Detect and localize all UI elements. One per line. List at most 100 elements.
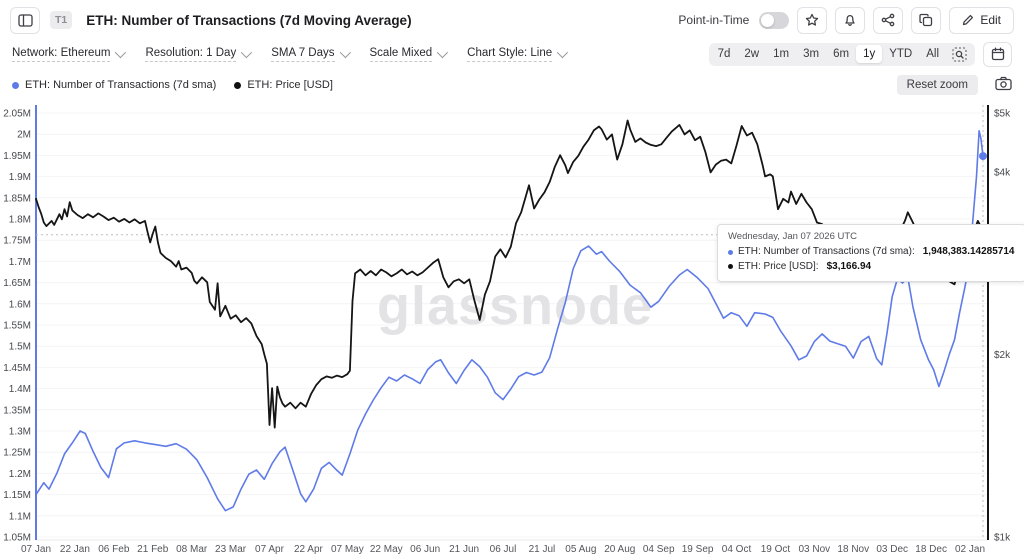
hover-marker-transactions bbox=[979, 152, 987, 161]
x-axis-tick-label: 03 Nov bbox=[799, 544, 831, 555]
left-axis-tick-label: 1.95M bbox=[3, 151, 31, 162]
x-axis-tick-label: 05 Aug bbox=[565, 544, 596, 555]
left-axis-tick-label: 1.2M bbox=[9, 469, 31, 480]
transactions-line-series bbox=[35, 130, 984, 512]
legend-dot-black bbox=[234, 81, 242, 89]
legend-label-transactions: ETH: Number of Transactions (7d sma) bbox=[25, 79, 217, 91]
left-axis-tick-label: 1.25M bbox=[3, 448, 31, 459]
copy-button[interactable] bbox=[911, 6, 942, 34]
time-range-group: 7d 2w 1m 3m 6m 1y YTD All bbox=[708, 42, 975, 66]
page-title: ETH: Number of Transactions (7d Moving A… bbox=[86, 12, 412, 28]
left-axis-tick-label: 1.65M bbox=[3, 278, 31, 289]
range-ytd[interactable]: YTD bbox=[889, 48, 913, 60]
scale-dropdown-label: Scale Mixed bbox=[369, 47, 433, 62]
reset-zoom-button[interactable]: Reset zoom bbox=[896, 75, 978, 95]
alert-bell-button[interactable] bbox=[835, 6, 866, 34]
x-axis-tick-label: 21 Jun bbox=[449, 544, 479, 555]
range-3m[interactable]: 3m bbox=[803, 48, 820, 60]
x-axis-tick-label: 04 Sep bbox=[643, 544, 675, 555]
x-axis-tick-label: 04 Oct bbox=[722, 544, 752, 555]
scale-dropdown[interactable]: Scale Mixed bbox=[369, 47, 449, 62]
tooltip-dot-blue bbox=[728, 249, 733, 255]
network-dropdown[interactable]: Network: Ethereum bbox=[12, 47, 127, 62]
pencil-icon bbox=[963, 14, 974, 26]
left-axis-tick-label: 1.8M bbox=[9, 215, 31, 226]
left-axis-tick-label: 1.85M bbox=[3, 193, 31, 204]
sidebar-toggle-button[interactable] bbox=[10, 6, 40, 34]
network-dropdown-label: Network: Ethereum bbox=[12, 47, 111, 62]
left-axis-tick-label: 1.9M bbox=[9, 172, 31, 183]
legend-item-price[interactable]: ETH: Price [USD] bbox=[234, 79, 333, 91]
x-axis-tick-label: 21 Feb bbox=[137, 544, 169, 555]
camera-screenshot-button[interactable] bbox=[995, 76, 1012, 96]
left-axis-tick-label: 1.55M bbox=[3, 321, 31, 332]
range-2w[interactable]: 2w bbox=[744, 48, 760, 60]
tooltip-value-price: $3,166.94 bbox=[826, 260, 872, 272]
x-axis-tick-label: 08 Mar bbox=[176, 544, 208, 555]
tooltip-label-transactions: ETH: Number of Transactions (7d sma): bbox=[738, 246, 915, 257]
left-axis-tick-label: 1.4M bbox=[9, 384, 31, 395]
x-axis-tick-label: 22 Apr bbox=[294, 544, 324, 555]
edit-button-label: Edit bbox=[980, 13, 1001, 27]
tooltip-date: Wednesday, Jan 07 2026 UTC bbox=[728, 231, 858, 242]
left-axis-tick-label: 1.75M bbox=[3, 236, 31, 247]
x-axis-tick-label: 07 Apr bbox=[255, 544, 285, 555]
tooltip-label-price: ETH: Price [USD]: bbox=[738, 260, 819, 272]
left-axis-tick-label: 1.05M bbox=[3, 533, 31, 544]
left-axis-tick-label: 1.15M bbox=[3, 490, 31, 501]
x-axis-tick-label: 21 Jul bbox=[529, 544, 556, 555]
range-all[interactable]: All bbox=[926, 48, 939, 60]
left-axis-tick-label: 1.7M bbox=[9, 257, 31, 268]
sma-dropdown[interactable]: SMA 7 Days bbox=[271, 47, 351, 62]
left-axis-tick-label: 1.6M bbox=[9, 299, 31, 310]
range-1m[interactable]: 1m bbox=[773, 48, 790, 60]
x-axis-tick-label: 23 Mar bbox=[215, 544, 247, 555]
range-6m[interactable]: 6m bbox=[833, 48, 850, 60]
tooltip-value-transactions: 1,948,383.14285714 bbox=[922, 246, 1015, 257]
x-axis-tick-label: 02 Jan bbox=[955, 544, 985, 555]
x-axis-tick-label: 20 Aug bbox=[604, 544, 635, 555]
toggle-knob bbox=[761, 13, 775, 27]
chart-plot-area[interactable] bbox=[36, 105, 988, 540]
tooltip-row-price: ETH: Price [USD]: $3,166.94 bbox=[728, 260, 1015, 275]
sma-dropdown-label: SMA 7 Days bbox=[271, 47, 335, 62]
x-axis-tick-label: 03 Dec bbox=[876, 544, 908, 555]
tooltip-dot-black bbox=[728, 264, 733, 270]
resolution-dropdown-label: Resolution: 1 Day bbox=[145, 47, 237, 62]
left-axis-tick-label: 1.35M bbox=[3, 405, 31, 416]
calendar-button[interactable] bbox=[983, 41, 1012, 67]
resolution-dropdown[interactable]: Resolution: 1 Day bbox=[145, 47, 253, 62]
chart-style-dropdown-label: Chart Style: Line bbox=[467, 47, 553, 62]
range-7d[interactable]: 7d bbox=[717, 48, 731, 60]
timeframe-badge: T1 bbox=[50, 11, 73, 29]
left-axis-tick-label: 1.1M bbox=[9, 511, 31, 522]
x-axis-tick-label: 18 Dec bbox=[915, 544, 947, 555]
legend-item-transactions[interactable]: ETH: Number of Transactions (7d sma) bbox=[12, 79, 216, 91]
range-1y[interactable]: 1y bbox=[856, 45, 883, 63]
x-axis-tick-label: 06 Jun bbox=[410, 544, 440, 555]
header-right: Point-in-Time Edit bbox=[678, 6, 1014, 34]
legend-label-price: ETH: Price [USD] bbox=[247, 79, 333, 91]
left-axis-tick-label: 1.5M bbox=[9, 342, 31, 353]
x-axis-tick-label: 22 May bbox=[370, 544, 403, 555]
x-axis-tick-label: 06 Feb bbox=[98, 544, 130, 555]
point-in-time-toggle[interactable] bbox=[759, 11, 790, 29]
x-axis-tick-label: 22 Jan bbox=[60, 544, 90, 555]
left-axis-tick-label: 1.45M bbox=[3, 363, 31, 374]
zoom-range-icon[interactable] bbox=[946, 45, 973, 64]
chart-style-dropdown[interactable]: Chart Style: Line bbox=[467, 47, 569, 62]
edit-button[interactable]: Edit bbox=[949, 6, 1014, 34]
right-axis-tick-label: $1k bbox=[994, 533, 1011, 544]
favorite-button[interactable] bbox=[797, 6, 828, 34]
right-axis-tick-label: $2k bbox=[994, 350, 1011, 361]
x-axis-tick-label: 07 May bbox=[331, 544, 364, 555]
chart-tooltip: Wednesday, Jan 07 2026 UTC ETH: Number o… bbox=[717, 224, 1024, 282]
tooltip-row-transactions: ETH: Number of Transactions (7d sma): 1,… bbox=[728, 245, 1015, 260]
point-in-time-label: Point-in-Time bbox=[678, 13, 750, 27]
share-button[interactable] bbox=[873, 6, 904, 34]
chart-toolbar: Network: Ethereum Resolution: 1 Day SMA … bbox=[0, 40, 1024, 68]
toolbar-right: 7d 2w 1m 3m 6m 1y YTD All bbox=[708, 41, 1012, 67]
x-axis-tick-label: 19 Sep bbox=[682, 544, 714, 555]
